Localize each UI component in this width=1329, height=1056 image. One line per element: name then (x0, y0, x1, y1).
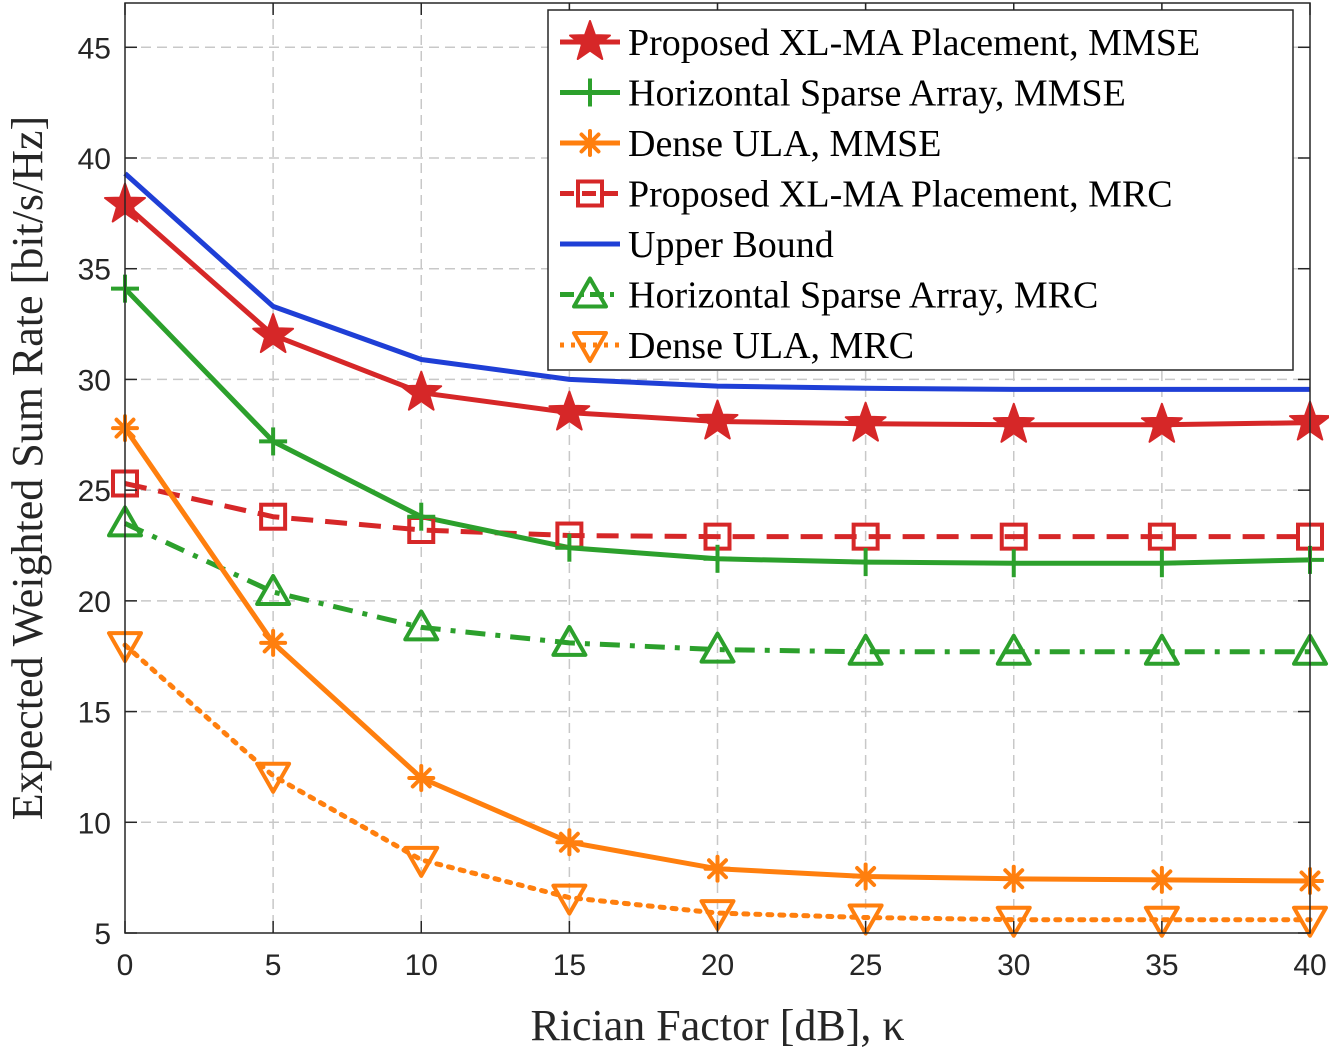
y-tick-label: 15 (78, 697, 111, 730)
legend-marker (576, 78, 604, 107)
legend-label: Proposed XL-MA Placement, MMSE (628, 22, 1200, 64)
legend: Proposed XL-MA Placement, MMSE Horizontal… (547, 9, 1294, 371)
series-line (123, 171, 1310, 392)
data-point (255, 761, 292, 794)
data-point (1143, 905, 1180, 938)
data-point (847, 633, 884, 666)
data-point (1143, 633, 1180, 666)
data-point (403, 845, 440, 878)
series-line (122, 426, 1311, 884)
legend-label: Upper Bound (628, 224, 834, 266)
data-point (1140, 402, 1183, 443)
x-tick-label: 25 (849, 949, 882, 982)
legend-label: Dense ULA, MMSE (628, 123, 941, 165)
y-tick-label: 35 (78, 254, 111, 287)
series-line (124, 481, 1310, 540)
data-point (1147, 549, 1176, 578)
data-point (407, 764, 436, 792)
data-point (999, 549, 1028, 578)
x-tick-label: 35 (1145, 949, 1178, 982)
x-tick-label: 5 (265, 949, 282, 982)
data-point (551, 624, 588, 657)
data-point (703, 854, 732, 883)
legend-label: Proposed XL-MA Placement, MRC (628, 174, 1173, 216)
data-point (844, 401, 887, 442)
data-point (851, 862, 880, 891)
data-point (255, 574, 292, 606)
x-tick-label: 30 (997, 949, 1030, 982)
legend-entry: Proposed XL-MA Placement, MMSE (560, 20, 1200, 64)
data-point (847, 903, 884, 936)
y-axis-label: Expected Weighted Sum Rate [bit/s/Hz] (3, 116, 52, 820)
y-tick-label: 30 (78, 364, 111, 397)
data-point (400, 370, 443, 411)
data-point (1147, 522, 1176, 551)
legend-marker (576, 129, 604, 157)
series-line (123, 521, 1310, 655)
data-point (699, 899, 736, 932)
legend-label: Horizontal Sparse Array, MMSE (628, 73, 1126, 115)
x-tick-label: 15 (553, 949, 586, 982)
data-point (551, 883, 588, 916)
data-point (992, 402, 1035, 443)
data-point (259, 427, 288, 456)
data-point (407, 502, 436, 531)
y-tick-label: 25 (78, 475, 111, 508)
data-point (995, 905, 1032, 938)
legend-box (547, 9, 1294, 371)
legend-entry: Dense ULA, MRC (560, 325, 914, 367)
y-tick-label: 45 (78, 32, 111, 65)
legend-marker (576, 179, 604, 208)
data-point (851, 548, 880, 577)
legend-label: Horizontal Sparse Array, MRC (628, 275, 1098, 317)
data-point (696, 399, 739, 440)
data-point (252, 313, 295, 354)
y-tick-label: 5 (94, 918, 111, 951)
legend-marker (572, 331, 608, 363)
y-tick-label: 40 (78, 143, 111, 176)
data-point (259, 502, 288, 531)
data-point (555, 533, 584, 562)
legend-entry: Horizontal Sparse Array, MMSE (560, 73, 1126, 115)
data-point (1147, 865, 1176, 894)
x-tick-label: 10 (405, 949, 438, 982)
x-tick-label: 40 (1293, 949, 1326, 982)
data-point (995, 633, 1032, 666)
y-tick-label: 10 (78, 807, 111, 840)
data-point (555, 828, 584, 857)
y-tick-label: 20 (78, 586, 111, 619)
legend-marker (572, 276, 608, 309)
data-point (703, 544, 732, 573)
x-axis-label: Rician Factor [dB], κ (530, 1001, 904, 1050)
data-point (999, 864, 1028, 893)
legend-marker (569, 20, 611, 60)
data-point (699, 631, 736, 664)
legend-entry: Upper Bound (560, 224, 834, 266)
legend-entry: Dense ULA, MMSE (560, 123, 941, 165)
data-point (403, 609, 440, 642)
legend-entry: Horizontal Sparse Array, MRC (560, 275, 1098, 317)
legend-entry: Proposed XL-MA Placement, MRC (560, 174, 1173, 216)
data-point (999, 522, 1028, 551)
series-markers (104, 182, 1329, 938)
data-point (259, 628, 288, 657)
x-tick-label: 20 (701, 949, 734, 982)
legend-label: Dense ULA, MRC (628, 325, 914, 367)
x-tick-label: 0 (117, 949, 134, 982)
series-line (122, 642, 1313, 923)
data-point (548, 390, 591, 431)
